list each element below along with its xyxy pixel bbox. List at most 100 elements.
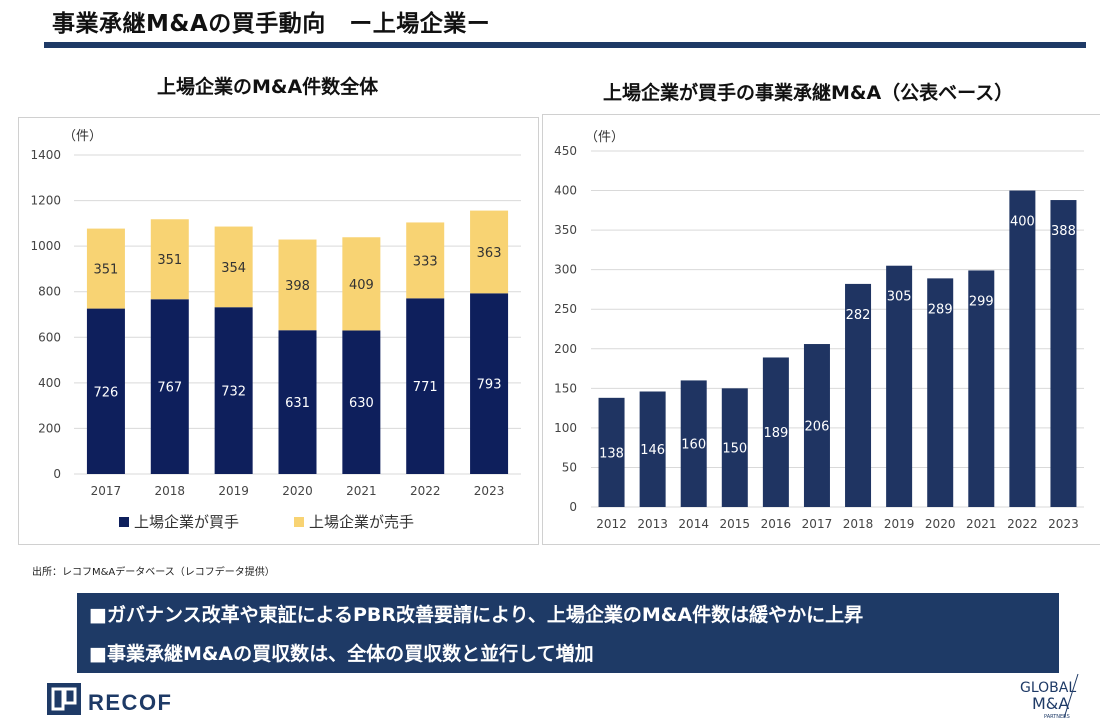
- right-x-tick-label: 2015: [720, 517, 751, 531]
- left-x-tick-label: 2022: [410, 484, 441, 498]
- left-bar-buyer: [278, 330, 317, 474]
- recof-logo-text: RECOF: [88, 690, 173, 715]
- right-bar-data-label: 160: [681, 438, 706, 453]
- right-y-tick-label: 200: [554, 342, 577, 356]
- left-x-tick-label: 2023: [474, 484, 505, 498]
- right-bar: [886, 265, 913, 507]
- left-y-tick-label: 600: [38, 330, 61, 344]
- right-x-tick-label: 2013: [637, 517, 668, 531]
- left-bar-buyer: [86, 308, 125, 474]
- right-x-tick-label: 2023: [1048, 517, 1079, 531]
- right-chart-panel: （件） 0 50 100 150 200 250 300 350 400 450 138 2012 146…: [542, 114, 1100, 545]
- left-bar-data-label: 333: [413, 254, 438, 269]
- left-bar-data-label: 351: [157, 253, 182, 268]
- right-bar-data-label: 289: [928, 302, 953, 317]
- left-bar-buyer: [470, 293, 509, 474]
- right-bar: [680, 380, 707, 507]
- right-x-tick-label: 2014: [678, 517, 709, 531]
- gma-logo-line1: GLOBAL: [1020, 680, 1076, 696]
- global-ma-partners-logo: GLOBAL M&A PARTNERS: [1020, 673, 1079, 720]
- recof-logo-icon: [47, 683, 81, 715]
- left-bar-data-label: 732: [221, 385, 246, 400]
- page-title: 事業承継M&Aの買手動向 ー上場企業ー: [52, 11, 491, 37]
- right-bar: [803, 344, 830, 507]
- left-bar-data-label: 631: [285, 396, 310, 411]
- right-x-tick-label: 2019: [884, 517, 915, 531]
- left-chart: （件） 0 200 400 600 800 1000 1200 1400 726 351 2017 76…: [30, 129, 521, 531]
- right-bar: [968, 270, 995, 507]
- left-bar-buyer: [150, 299, 189, 474]
- right-y-tick-label: 150: [554, 381, 577, 395]
- right-bar: [721, 388, 748, 507]
- right-chart: （件） 0 50 100 150 200 250 300 350 400 450 138 2012 146…: [554, 130, 1084, 531]
- summary-bullet-1: ■ガバナンス改革や東証によるPBR改善要請により、上場企業のM&A件数は緩やかに…: [89, 604, 864, 626]
- left-bar-buyer: [342, 330, 381, 474]
- left-bar-seller: [214, 226, 253, 308]
- left-x-tick-label: 2020: [282, 484, 313, 498]
- left-bar-data-label: 398: [285, 279, 310, 294]
- gma-logo-line2: M&A: [1032, 694, 1069, 713]
- right-x-tick-label: 2021: [966, 517, 997, 531]
- left-y-tick-label: 1000: [30, 239, 61, 253]
- left-y-tick-label: 1200: [30, 194, 61, 208]
- left-x-tick-label: 2017: [91, 484, 122, 498]
- right-bar: [1009, 190, 1036, 508]
- right-x-tick-label: 2018: [843, 517, 874, 531]
- left-x-tick-label: 2021: [346, 484, 377, 498]
- source-note: 出所：レコフM&Aデータベース（レコフデータ提供）: [32, 567, 275, 578]
- left-x-tick-label: 2018: [155, 484, 186, 498]
- right-x-tick-label: 2016: [761, 517, 792, 531]
- right-bar-data-label: 146: [640, 443, 665, 458]
- left-bar-buyer: [214, 307, 253, 474]
- left-bar-seller: [278, 239, 317, 331]
- left-y-unit: （件）: [63, 129, 102, 144]
- right-bar-data-label: 189: [763, 426, 788, 441]
- left-y-tick-label: 1400: [30, 148, 61, 162]
- left-bar-seller: [150, 219, 189, 300]
- right-bar: [927, 278, 954, 507]
- right-bar: [762, 357, 789, 507]
- left-legend-label: 上場企業が売手: [309, 513, 414, 531]
- right-y-tick-label: 250: [554, 302, 577, 316]
- left-y-tick-label: 200: [38, 421, 61, 435]
- right-bar-data-label: 400: [1010, 215, 1035, 230]
- right-x-tick-label: 2022: [1007, 517, 1038, 531]
- left-bar-data-label: 363: [477, 246, 502, 261]
- gma-logo-line3: PARTNERS: [1044, 714, 1070, 720]
- left-legend-label: 上場企業が買手: [134, 513, 239, 531]
- right-bar: [639, 391, 666, 507]
- left-bar-seller: [406, 222, 445, 299]
- right-y-unit: （件）: [585, 130, 624, 145]
- left-bar-data-label: 793: [477, 378, 502, 393]
- right-chart-title: 上場企業が買手の事業承継M&A（公表ベース）: [603, 82, 1014, 104]
- right-bar-data-label: 305: [887, 290, 912, 305]
- left-bar-data-label: 409: [349, 278, 374, 293]
- right-x-tick-label: 2020: [925, 517, 956, 531]
- right-y-tick-label: 100: [554, 421, 577, 435]
- right-y-tick-label: 400: [554, 184, 577, 198]
- left-y-tick-label: 400: [38, 376, 61, 390]
- right-x-tick-label: 2017: [802, 517, 833, 531]
- right-bar-data-label: 299: [969, 294, 994, 309]
- right-x-tick-label: 2012: [596, 517, 627, 531]
- right-bar: [845, 283, 872, 507]
- right-bar-data-label: 138: [599, 446, 624, 461]
- left-y-tick-label: 800: [38, 285, 61, 299]
- left-bar-data-label: 351: [94, 263, 119, 278]
- right-bar-data-label: 282: [846, 308, 871, 323]
- right-y-tick-label: 450: [554, 144, 577, 158]
- left-bar-seller: [470, 210, 509, 294]
- left-x-tick-label: 2019: [218, 484, 249, 498]
- left-chart-panel: （件） 0 200 400 600 800 1000 1200 1400 726 351 2017 76…: [18, 117, 539, 545]
- left-chart-title: 上場企業のM&A件数全体: [157, 76, 379, 98]
- left-bar-data-label: 354: [221, 261, 246, 276]
- left-bar-data-label: 767: [157, 381, 182, 396]
- right-y-tick-label: 300: [554, 263, 577, 277]
- left-bar-data-label: 726: [94, 385, 119, 400]
- left-bar-buyer: [406, 298, 445, 474]
- left-y-tick-label: 0: [53, 467, 61, 481]
- right-y-tick-label: 50: [562, 460, 577, 474]
- right-bar-data-label: 388: [1051, 224, 1076, 239]
- left-bar-data-label: 630: [349, 396, 374, 411]
- left-legend-swatch-seller: [294, 517, 304, 527]
